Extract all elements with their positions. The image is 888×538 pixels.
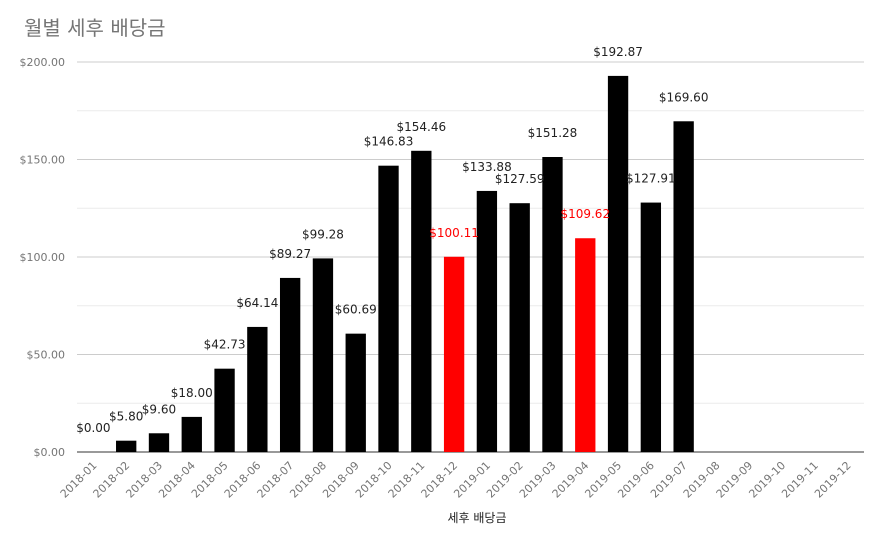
- data-label: $109.62: [560, 207, 610, 221]
- data-label: $154.46: [397, 120, 447, 134]
- bar: [673, 121, 694, 452]
- bar: [312, 258, 334, 452]
- bar: [247, 326, 268, 452]
- y-tick-label: $200.00: [20, 56, 66, 69]
- data-label: $42.73: [204, 338, 246, 352]
- bar: [509, 203, 530, 452]
- data-label: $89.27: [269, 247, 311, 261]
- bar: [542, 157, 563, 452]
- data-label: $151.28: [528, 126, 578, 140]
- bar: [607, 75, 629, 452]
- bar: [640, 202, 662, 452]
- gridlines: [77, 61, 864, 453]
- chart-title: 월별 세후 배당금: [24, 16, 166, 40]
- bar: [214, 368, 235, 452]
- data-label: $9.60: [142, 402, 176, 416]
- data-label: $99.28: [302, 227, 344, 241]
- y-tick-label: $100.00: [20, 251, 66, 264]
- y-tick-label: $0.00: [34, 446, 66, 459]
- data-label: $127.59: [495, 172, 545, 186]
- y-axis-ticks: $0.00 $50.00 $100.00 $150.00 $200.00: [20, 56, 66, 459]
- data-label: $146.83: [364, 135, 414, 149]
- data-label: $64.14: [236, 296, 278, 310]
- bar: [575, 238, 596, 452]
- bar: [378, 165, 399, 452]
- x-axis-ticks: 2018-012018-022018-032018-042018-052018-…: [58, 459, 854, 501]
- bar: [411, 150, 432, 453]
- data-labels: $0.00$5.80$9.60 $18.00 $42.73 $64.14 $89.27 $…: [76, 45, 708, 435]
- data-label: $100.11: [429, 226, 479, 240]
- data-label: $169.60: [659, 90, 709, 104]
- y-tick-label: $150.00: [20, 154, 66, 167]
- y-tick-label: $50.00: [27, 349, 66, 362]
- bar: [443, 256, 465, 452]
- data-label: $127.91: [626, 172, 676, 186]
- data-label: $5.80: [109, 410, 143, 424]
- bars: [116, 75, 694, 453]
- data-label: $133.88: [462, 160, 512, 174]
- bar: [476, 190, 498, 452]
- data-label: $18.00: [171, 386, 213, 400]
- bar: [279, 277, 301, 452]
- x-axis-label: 세후 배당금: [447, 511, 506, 525]
- bar: [181, 416, 202, 452]
- x-tick-label: 2019-12: [812, 459, 854, 501]
- data-label: $60.69: [335, 303, 377, 317]
- bar: [116, 440, 137, 452]
- data-label: $0.00: [76, 421, 110, 435]
- data-label: $192.87: [593, 45, 643, 59]
- bar: [345, 333, 366, 452]
- bar: [148, 433, 170, 452]
